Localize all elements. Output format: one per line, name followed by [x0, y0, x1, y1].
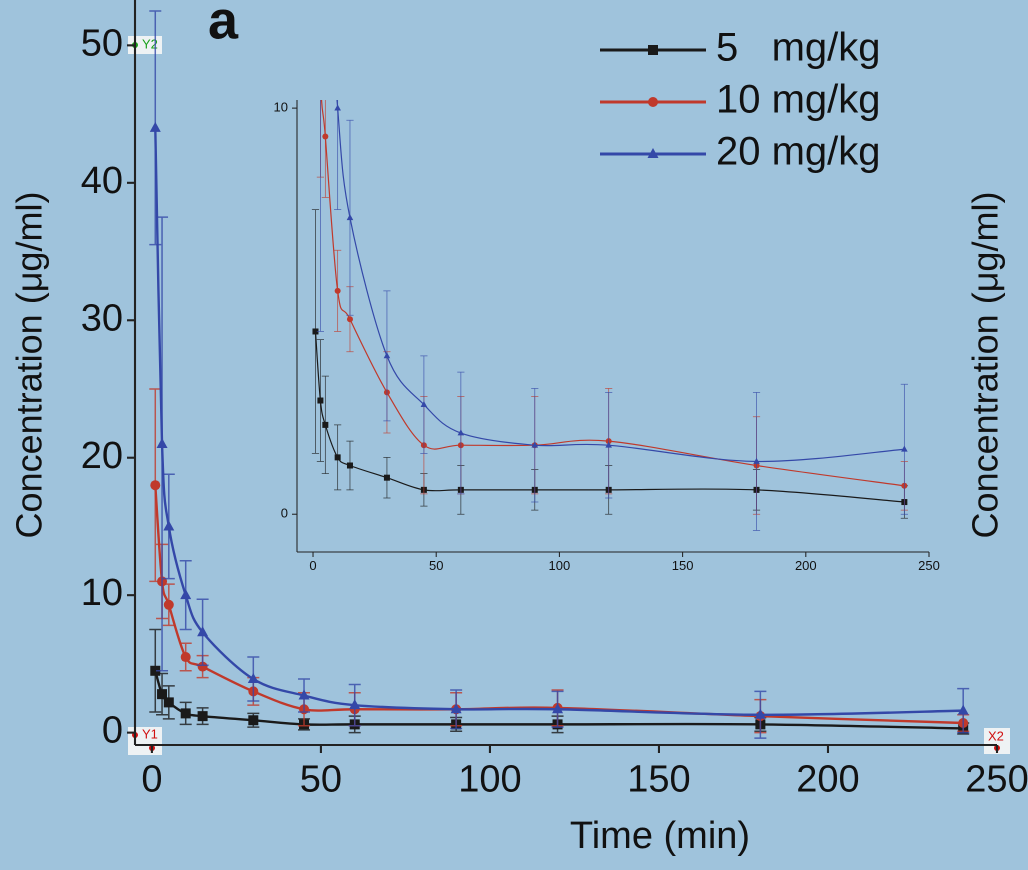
- marker: [317, 65, 323, 71]
- marker: [163, 697, 174, 708]
- marker: [648, 45, 658, 55]
- marker: [457, 429, 465, 436]
- marker: [322, 421, 329, 428]
- legend-label: 5 mg/kg: [716, 26, 881, 70]
- error-bar: [316, 100, 325, 332]
- marker: [346, 214, 354, 221]
- y-tick-label: 50: [81, 22, 123, 64]
- legend-label: 10 mg/kg: [716, 78, 881, 122]
- marker: [334, 104, 341, 111]
- x-tick-label: 100: [458, 759, 521, 801]
- x-tick-label: 50: [300, 759, 342, 801]
- marker: [247, 673, 259, 684]
- marker: [334, 454, 341, 461]
- marker: [298, 689, 310, 700]
- marker: [156, 437, 168, 448]
- marker: [531, 441, 539, 448]
- series-line: [154, 127, 964, 716]
- marker: [180, 708, 191, 719]
- marker: [901, 445, 908, 452]
- x-tick-label: 0: [141, 759, 162, 801]
- marker: [149, 121, 161, 132]
- marker: [197, 626, 209, 637]
- marker: [753, 457, 760, 464]
- marker: [754, 708, 766, 719]
- marker: [383, 474, 390, 481]
- error-bar: [312, 0, 319, 68]
- y-tick-label: 0: [281, 506, 288, 521]
- error-bar: [322, 0, 329, 59]
- y-axis-label: Concentration (μg/ml): [9, 192, 50, 539]
- plot-area: [311, 0, 908, 531]
- x-tick-label: 100: [549, 558, 571, 573]
- y-tick-label: 0: [102, 710, 123, 752]
- panel-label: a: [208, 0, 239, 50]
- marker: [163, 599, 174, 610]
- x-tick-label: 150: [672, 558, 694, 573]
- marker: [248, 715, 259, 726]
- plot-area: [149, 10, 970, 739]
- marker: [450, 703, 462, 714]
- x-tick-label: 0: [309, 558, 316, 573]
- marker: [163, 520, 175, 531]
- marker: [180, 589, 192, 600]
- series-line: [336, 100, 905, 463]
- x-tick-label: 150: [627, 759, 690, 801]
- marker: [334, 287, 341, 294]
- y-tick-label: 10: [274, 100, 288, 115]
- y-tick-label: 10: [81, 572, 123, 614]
- marker: [317, 397, 324, 404]
- right-y-axis-label: Concentration (μg/ml): [965, 192, 1006, 539]
- marker: [349, 699, 361, 710]
- marker-label: Y2: [142, 36, 158, 51]
- marker: [605, 441, 612, 448]
- y-tick-label: 20: [81, 435, 123, 477]
- y-tick-label: 30: [81, 297, 123, 339]
- marker: [346, 316, 353, 323]
- inset-background: [297, 100, 929, 552]
- marker-label: X2: [988, 728, 1004, 743]
- x-axis-label: Time (min): [570, 815, 750, 857]
- marker: [552, 703, 564, 714]
- y-tick-label: 40: [81, 160, 123, 202]
- marker: [197, 711, 208, 722]
- marker: [312, 328, 319, 335]
- marker-label: Y1: [142, 726, 158, 741]
- marker: [150, 480, 161, 491]
- marker: [322, 133, 329, 140]
- x-tick-label: 200: [795, 558, 817, 573]
- marker: [647, 148, 659, 158]
- x-tick-label: 50: [429, 558, 443, 573]
- marker: [346, 462, 353, 469]
- marker: [957, 704, 969, 715]
- marker: [383, 352, 391, 359]
- marker: [157, 689, 168, 700]
- x-tick-label: 250: [918, 558, 940, 573]
- marker: [197, 661, 208, 672]
- marker: [150, 665, 161, 676]
- marker: [180, 652, 191, 663]
- marker: [648, 97, 658, 107]
- x-tick-label: 200: [796, 759, 859, 801]
- x-tick-label: 250: [965, 759, 1028, 801]
- legend-label: 20 mg/kg: [716, 130, 881, 174]
- marker: [420, 400, 428, 407]
